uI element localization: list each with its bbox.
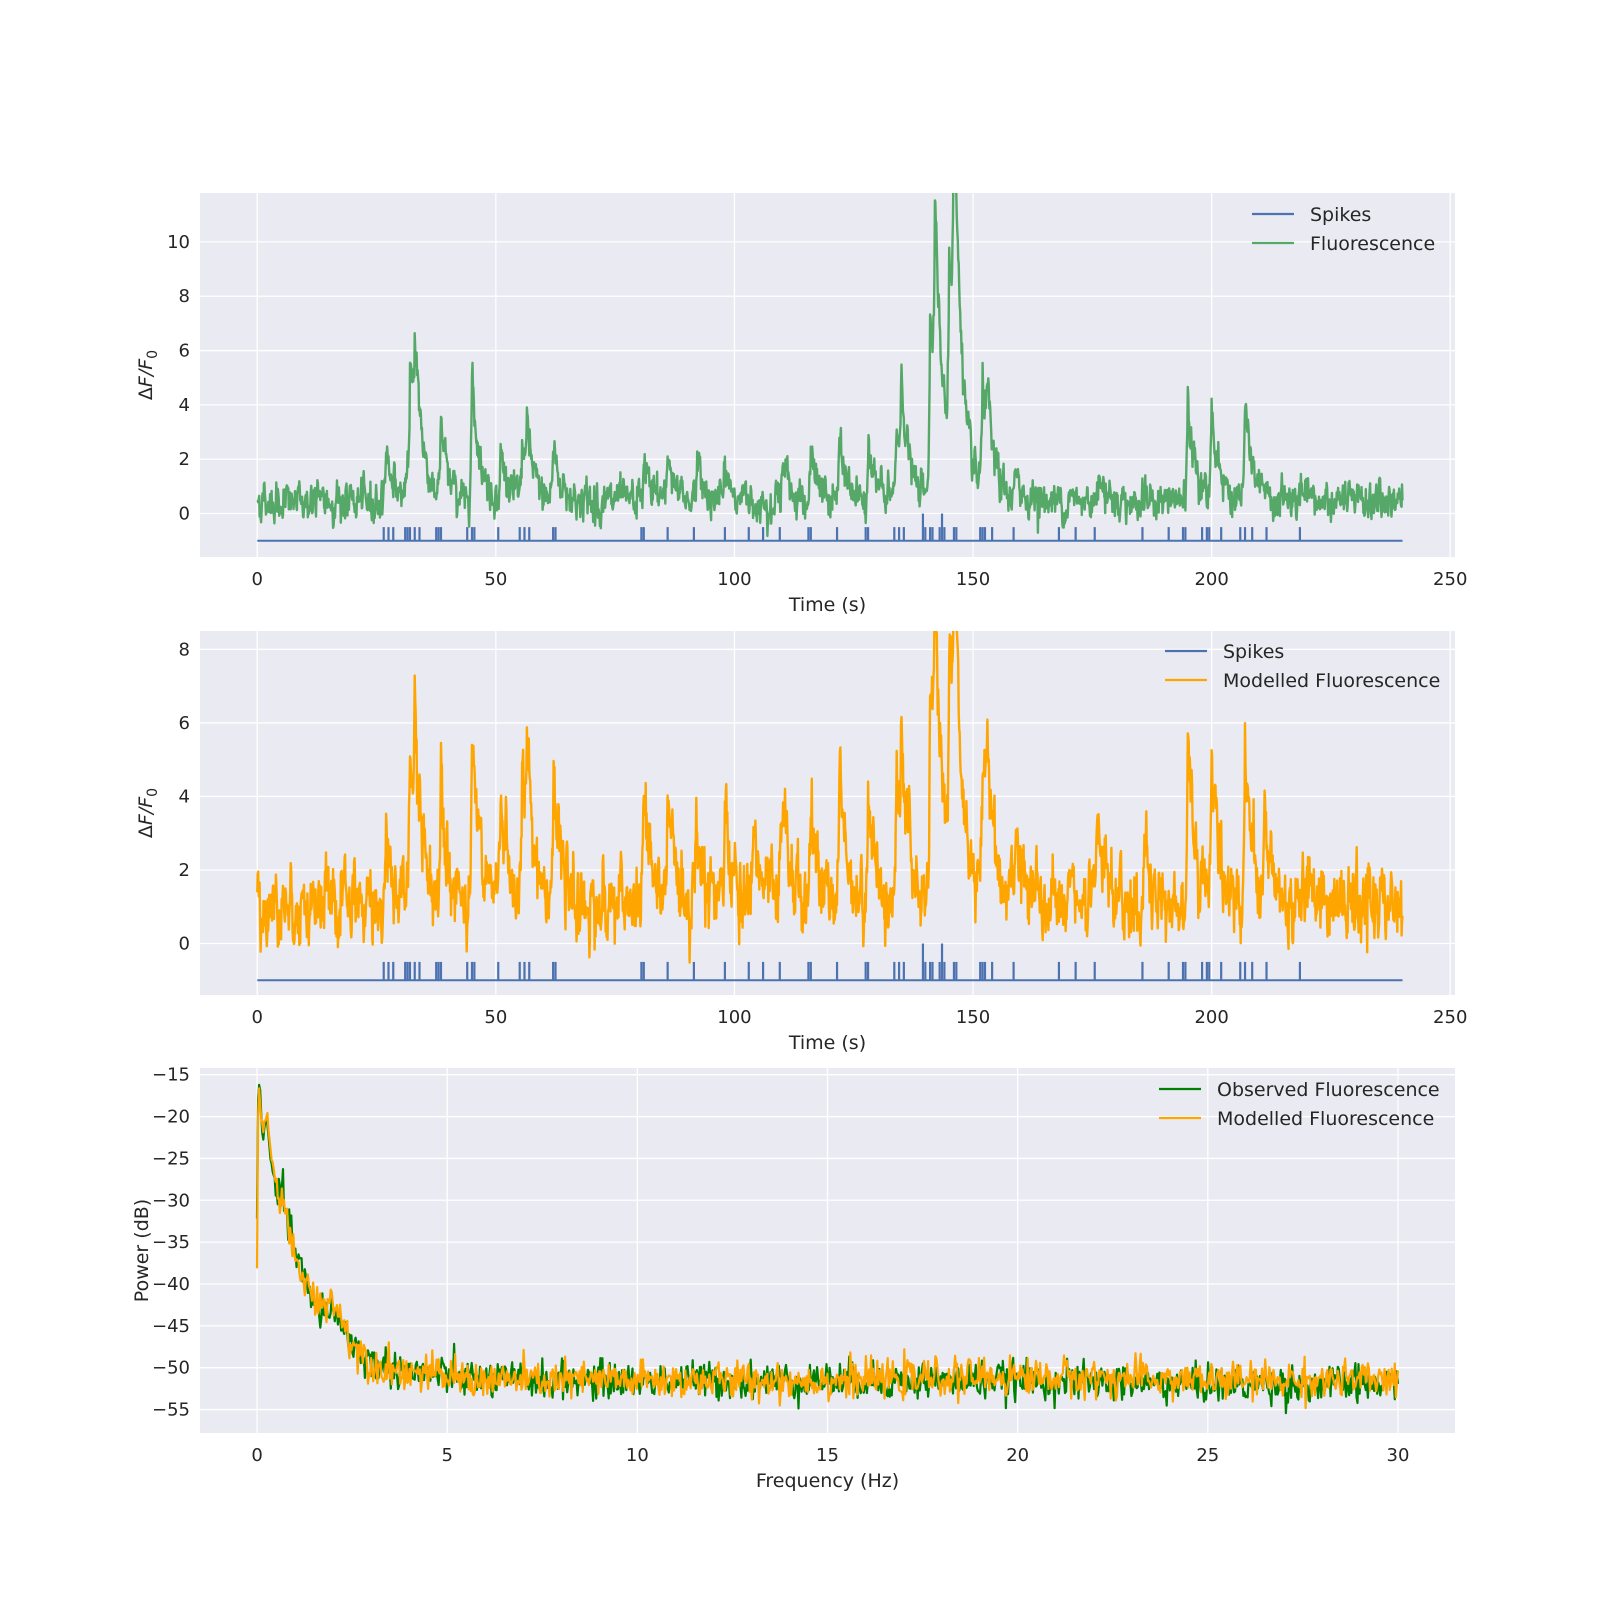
x-tick-label: 15	[816, 1445, 839, 1466]
y-tick-label: 6	[179, 341, 190, 362]
y-tick-label: 6	[179, 713, 190, 734]
x-axis-label: Time (s)	[788, 594, 866, 616]
panel-3: 0 5 10 15 20 25 30 −15 −20 −25 −30 −35 −40 −45 −50 −55 F…	[131, 1065, 1455, 1492]
x-tick-label: 30	[1387, 1445, 1410, 1466]
y-axis-label: ΔF/F0	[135, 350, 161, 400]
y-tick-label: 0	[179, 934, 190, 955]
y-tick-label: 10	[167, 232, 190, 253]
y-tick-label: −35	[152, 1232, 190, 1253]
x-tick-label: 150	[956, 1007, 990, 1028]
y-tick-label: 0	[179, 504, 190, 525]
x-tick-label: 10	[626, 1445, 649, 1466]
x-tick-label: 150	[956, 569, 990, 590]
legend-label: Fluorescence	[1310, 233, 1435, 255]
x-tick-label: 0	[252, 569, 263, 590]
x-tick-label: 25	[1196, 1445, 1219, 1466]
x-tick-label: 250	[1433, 1007, 1467, 1028]
legend-label: Modelled Fluorescence	[1223, 670, 1440, 692]
y-tick-label: −15	[152, 1065, 190, 1086]
panel-1: 0 50 100 150 200 250 0 2 4 6 8 10 Time (s) ΔF/F0 Spike…	[135, 193, 1467, 616]
series-trace	[256, 193, 1404, 538]
legend-label: Spikes	[1310, 204, 1371, 226]
panel-2: 0 50 100 150 200 250 0 2 4 6 8 Time (s) ΔF/F0 Spikes M…	[135, 631, 1467, 1054]
y-tick-label: 4	[179, 395, 190, 416]
legend-label: Spikes	[1223, 641, 1284, 663]
legend-label: Modelled Fluorescence	[1217, 1108, 1434, 1130]
y-tick-label: 2	[179, 449, 190, 470]
y-tick-label: −20	[152, 1107, 190, 1128]
x-tick-label: 50	[484, 569, 507, 590]
series-spectrum-2	[255, 1087, 1400, 1410]
y-tick-label: −30	[152, 1190, 190, 1211]
x-tick-label: 50	[484, 1007, 507, 1028]
y-tick-label: −55	[152, 1400, 190, 1421]
x-tick-label: 100	[717, 569, 751, 590]
y-tick-label: 8	[179, 286, 190, 307]
y-tick-label: −40	[152, 1274, 190, 1295]
x-tick-label: 100	[717, 1007, 751, 1028]
x-tick-label: 5	[441, 1445, 452, 1466]
x-tick-label: 200	[1194, 1007, 1228, 1028]
x-tick-label: 0	[251, 1445, 262, 1466]
x-tick-label: 20	[1006, 1445, 1029, 1466]
y-tick-label: −25	[152, 1148, 190, 1169]
x-axis-label: Time (s)	[788, 1032, 866, 1054]
series-trace	[256, 631, 1404, 964]
x-tick-label: 200	[1194, 569, 1228, 590]
y-tick-label: 4	[179, 786, 190, 807]
legend-label: Observed Fluorescence	[1217, 1079, 1440, 1101]
y-axis-label: ΔF/F0	[135, 788, 161, 838]
x-tick-label: 250	[1433, 569, 1467, 590]
y-tick-label: −45	[152, 1316, 190, 1337]
y-tick-label: 2	[179, 860, 190, 881]
y-axis-label: Power (dB)	[131, 1199, 153, 1302]
x-tick-label: 0	[252, 1007, 263, 1028]
y-tick-label: −50	[152, 1358, 190, 1379]
x-axis-label: Frequency (Hz)	[756, 1470, 899, 1492]
y-tick-label: 8	[179, 639, 190, 660]
